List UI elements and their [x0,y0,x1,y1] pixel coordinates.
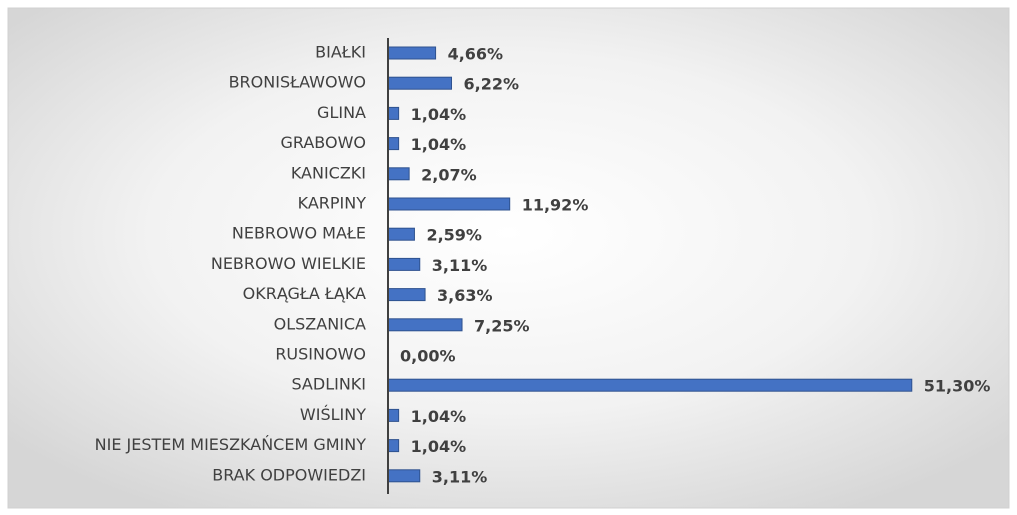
y-tick-label: BRAK ODPOWIEDZI [212,465,366,484]
bar [387,408,400,422]
data-label: 7,25% [474,316,530,335]
data-label: 4,66% [448,45,504,64]
y-tick-label: GRABOWO [280,133,366,152]
y-tick-label: WIŚLINY [300,405,366,424]
y-tick-label: BIAŁKI [315,43,366,62]
y-tick-label: NEBROWO MAŁE [232,224,366,243]
bar [387,439,400,453]
y-tick-label: KANICZKI [291,163,366,182]
data-label: 3,11% [432,467,488,486]
y-tick-label: NEBROWO WIELKIE [211,254,366,273]
data-label: 0,00% [400,347,456,366]
y-tick-label: SADLINKI [291,375,366,394]
data-label: 11,92% [522,196,589,215]
y-tick-label: KARPINY [298,194,367,213]
y-tick-label: OKRĄGŁA ŁĄKA [243,284,366,303]
y-tick-label: GLINA [317,103,366,122]
data-label: 2,07% [421,165,477,184]
data-label: 1,04% [411,407,467,426]
bar [387,288,426,302]
data-label: 51,30% [924,377,991,396]
data-label: 1,04% [411,135,467,154]
bar [387,197,511,211]
data-label: 2,59% [426,226,482,245]
bar [387,469,421,483]
data-label: 1,04% [411,437,467,456]
bar [387,318,463,332]
bar [387,46,437,60]
data-label: 1,04% [411,105,467,124]
bar [387,378,913,392]
y-tick-label: RUSINOWO [275,345,366,364]
data-label: 3,11% [432,256,488,275]
chart-area [7,7,1010,509]
bar [387,76,453,90]
bar [387,167,410,181]
bar [387,257,421,271]
y-tick-label: OLSZANICA [274,314,366,333]
bar [387,227,415,241]
y-tick-label: NIE JESTEM MIESZKAŃCEM GMINY [95,435,367,454]
bar [387,137,400,151]
data-label: 3,63% [437,286,493,305]
y-tick-label: BRONISŁAWOWO [229,73,366,92]
data-label: 6,22% [464,75,520,94]
bar [387,106,400,120]
